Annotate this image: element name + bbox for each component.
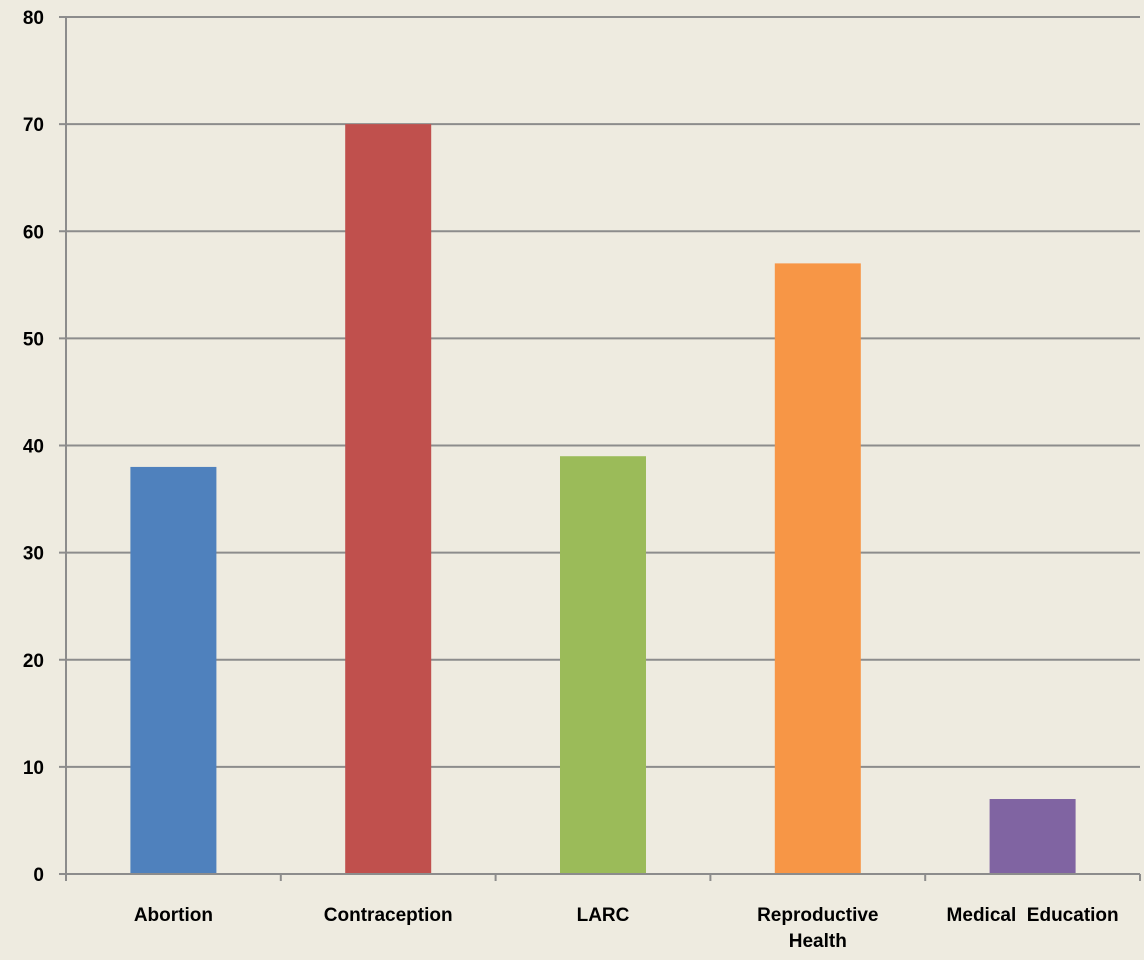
- bars: [130, 124, 1076, 874]
- x-tick-labels: Abortion Contraception LARC Reproductive Hea…: [134, 905, 1119, 952]
- bar: [774, 263, 861, 874]
- y-tick-label: 20: [23, 651, 44, 672]
- y-tick-label: 60: [23, 222, 44, 243]
- y-tick-labels: 0 10 20 30 40 50 60 70 80: [23, 8, 44, 886]
- y-tick-label: 10: [23, 758, 44, 779]
- x-tick-label: Contraception: [324, 905, 453, 926]
- y-tick-label: 70: [23, 115, 44, 136]
- x-tick-label-line: Health: [789, 931, 847, 952]
- bar: [130, 466, 217, 874]
- x-tick-label: Reproductive Health: [757, 905, 878, 952]
- axes: [59, 16, 1141, 881]
- bar: [560, 456, 646, 874]
- y-tick-label: 30: [23, 544, 44, 565]
- x-tick-label-line: Contraception: [324, 905, 453, 926]
- y-tick-label: 50: [23, 329, 44, 350]
- bar: [989, 799, 1076, 874]
- x-tick-label: Medical Education: [947, 905, 1119, 926]
- x-tick-label: Abortion: [134, 905, 213, 926]
- x-tick-label-line: Abortion: [134, 905, 213, 926]
- y-tick-label: 80: [23, 8, 44, 29]
- x-tick-label-line: LARC: [577, 905, 630, 926]
- x-tick-label-line: Medical Education: [947, 905, 1119, 926]
- bar: [345, 124, 432, 874]
- y-tick-label: 0: [33, 865, 44, 886]
- x-tick-label: LARC: [577, 905, 630, 926]
- y-tick-label: 40: [23, 437, 44, 458]
- x-tick-label-line: Reproductive: [757, 905, 878, 926]
